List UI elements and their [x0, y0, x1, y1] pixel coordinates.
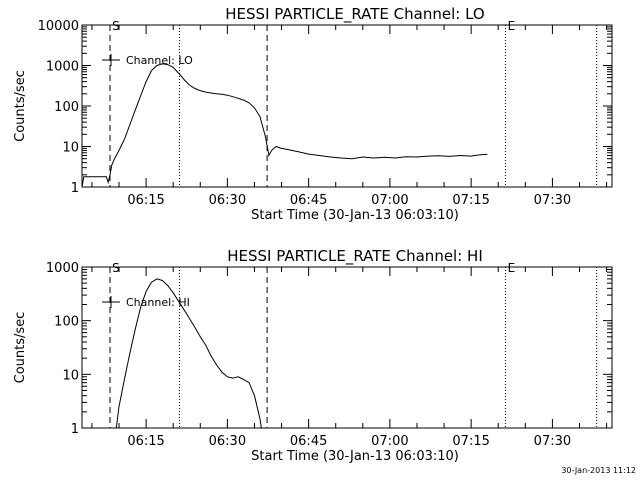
y-tick-label: 10000 — [38, 19, 79, 34]
chart-panel-hi: HESSI PARTICLE_RATE Channel: HI 1 10 100 100… — [13, 247, 613, 464]
x-tick-label: 07:30 — [534, 434, 571, 449]
y-tick-label: 1 — [71, 422, 79, 437]
start-marker: S — [112, 261, 120, 275]
x-tick-label: 07:15 — [452, 193, 489, 208]
x-tick-label: 06:45 — [290, 193, 327, 208]
plot-frame — [81, 24, 613, 188]
chart-title: HESSI PARTICLE_RATE Channel: HI — [227, 247, 483, 266]
series-line — [82, 63, 488, 187]
x-tick-label: 07:00 — [371, 193, 408, 208]
y-tick-label: 1000 — [46, 261, 79, 276]
x-tick-label: 06:30 — [209, 434, 246, 449]
end-marker: E — [508, 261, 516, 275]
start-marker: S — [112, 19, 120, 33]
y-tick-label: 100 — [54, 315, 79, 330]
footer-timestamp: 30-Jan-2013 11:12 — [561, 466, 636, 475]
end-marker: E — [508, 19, 516, 33]
y-tick-label: 1 — [71, 181, 79, 196]
x-tick-label: 06:15 — [127, 434, 164, 449]
x-tick-label: 06:45 — [290, 434, 327, 449]
chart-panel-lo: HESSI PARTICLE_RATE Channel: LO 1 10 100 100… — [13, 5, 613, 223]
x-tick-label: 07:30 — [534, 193, 571, 208]
y-tick-label: 10 — [62, 141, 79, 156]
y-axis-label: Counts/sec — [13, 70, 28, 142]
y-axis-label: Counts/sec — [13, 312, 28, 384]
plot-frame — [81, 266, 613, 429]
series-line — [115, 278, 262, 428]
x-tick-label: 06:30 — [209, 193, 246, 208]
y-tick-label: 10 — [62, 368, 79, 383]
legend-label: Channel: HI — [126, 296, 190, 309]
x-tick-label: 07:00 — [371, 434, 408, 449]
x-tick-label: 07:15 — [452, 434, 489, 449]
x-tick-label: 06:15 — [127, 193, 164, 208]
chart-title: HESSI PARTICLE_RATE Channel: LO — [225, 5, 484, 24]
legend-label: Channel: LO — [126, 54, 193, 67]
y-tick-label: 100 — [54, 100, 79, 115]
x-axis-label: Start Time (30-Jan-13 06:03:10) — [251, 208, 459, 223]
y-tick-label: 1000 — [46, 60, 79, 75]
x-axis-label: Start Time (30-Jan-13 06:03:10) — [251, 449, 459, 464]
